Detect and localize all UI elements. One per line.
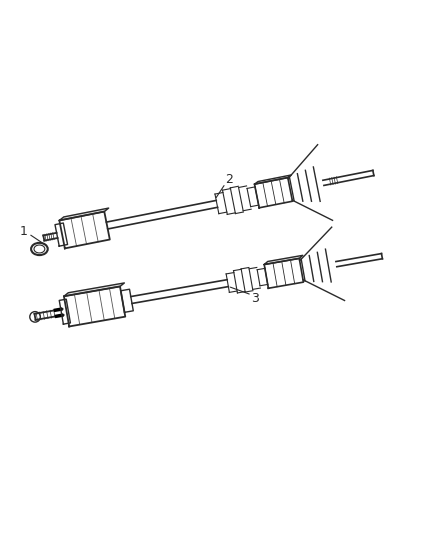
Polygon shape xyxy=(264,255,303,264)
Text: 2: 2 xyxy=(225,173,233,186)
Text: 3: 3 xyxy=(251,292,259,304)
Polygon shape xyxy=(64,283,124,296)
Polygon shape xyxy=(254,175,291,184)
Text: 1: 1 xyxy=(20,224,28,238)
Polygon shape xyxy=(60,208,109,221)
